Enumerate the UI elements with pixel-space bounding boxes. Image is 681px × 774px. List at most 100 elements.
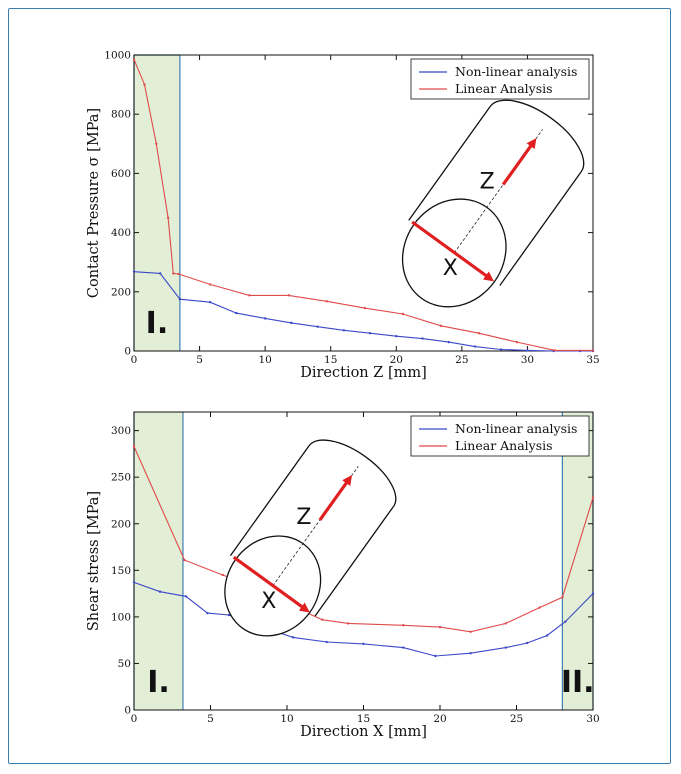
data-point — [438, 625, 442, 629]
y-tick-label: 150 — [111, 565, 131, 577]
y-tick-label: 800 — [111, 109, 131, 121]
data-point — [504, 646, 507, 649]
z-axis-letter: Z — [296, 505, 311, 530]
data-point — [395, 335, 398, 338]
data-point — [591, 349, 595, 352]
plot-frame — [133, 411, 594, 711]
y-axis-label: Contact Pressure σ [MPa] — [86, 108, 102, 298]
legend-box — [410, 415, 590, 457]
cylinder-edge — [499, 171, 582, 286]
data-point — [184, 595, 188, 598]
data-point — [434, 654, 437, 658]
data-point — [402, 646, 405, 649]
x-tick-label: 30 — [586, 713, 599, 725]
x-axis-letter: X — [443, 256, 458, 281]
x-tick-label: 0 — [131, 354, 138, 366]
data-point — [206, 611, 209, 615]
data-point — [526, 641, 529, 645]
data-point — [172, 272, 175, 275]
data-point — [439, 324, 443, 328]
y-tick-label: 50 — [118, 658, 131, 670]
x-axis-label: Direction X [mm] — [300, 724, 427, 740]
data-point — [178, 298, 182, 301]
data-point — [473, 345, 477, 348]
x-axis-label: Direction Z [mm] — [300, 365, 427, 381]
data-point — [526, 349, 529, 352]
legend-entry: Non-linear analysis — [455, 64, 577, 79]
series-line-linear — [133, 446, 594, 633]
data-point — [320, 618, 324, 621]
x-tick-label: 5 — [207, 713, 214, 725]
data-point — [263, 317, 267, 320]
shaded-region-1 — [134, 55, 180, 351]
plot-frame — [133, 54, 594, 352]
data-point — [447, 340, 450, 344]
data-point — [538, 606, 541, 609]
data-point — [402, 624, 405, 627]
data-point — [208, 283, 212, 286]
y-tick-label: 100 — [111, 611, 131, 623]
y-tick-label: 300 — [111, 425, 131, 437]
x-tick-label: 25 — [455, 354, 468, 366]
data-point — [316, 325, 319, 328]
data-point — [362, 642, 365, 646]
data-point — [177, 272, 180, 276]
z-axis-letter: Z — [480, 170, 495, 195]
x-tick-label: 35 — [586, 354, 599, 366]
legend-entry: Non-linear analysis — [455, 421, 577, 436]
x-tick-label: 10 — [258, 354, 271, 366]
data-point — [166, 216, 170, 219]
data-point — [469, 651, 472, 655]
data-point — [469, 630, 472, 633]
region-label: II. — [561, 665, 595, 700]
data-point — [553, 349, 557, 352]
x-tick-label: 15 — [357, 713, 370, 725]
data-point — [591, 496, 595, 499]
data-point — [477, 332, 481, 335]
data-point — [132, 270, 136, 273]
data-point — [401, 312, 405, 316]
y-tick-label: 0 — [124, 705, 131, 717]
data-point — [504, 622, 507, 625]
y-tick-label: 250 — [111, 472, 131, 484]
z-direction-arrow — [318, 475, 353, 521]
x-direction-arrow — [232, 555, 310, 613]
x-direction-arrow — [411, 220, 494, 282]
data-point — [363, 306, 367, 310]
x-axis-letter: X — [261, 589, 276, 614]
shaded-region-1 — [134, 412, 183, 710]
y-tick-label: 0 — [124, 346, 131, 358]
data-point — [500, 348, 503, 351]
data-point — [183, 558, 186, 562]
cylinder-edge — [314, 505, 395, 617]
y-tick-label: 1000 — [104, 50, 131, 62]
legend: Non-linear analysis Linear Analysis — [410, 58, 590, 100]
data-point — [368, 332, 372, 335]
data-point — [143, 83, 146, 86]
shaded-region-2 — [562, 412, 593, 710]
cylinder-edge — [408, 106, 491, 221]
x-tick-label: 5 — [196, 354, 203, 366]
figure-frame — [8, 8, 671, 764]
data-point — [248, 294, 251, 297]
chart-2: I. II.0 5 10 15 20 25 30050100150200250300Direc… — [86, 411, 600, 740]
y-tick-label: 600 — [111, 168, 131, 180]
region-label: I. — [147, 665, 170, 700]
data-point — [325, 300, 328, 303]
legend-entry: Linear Analysis — [455, 81, 553, 96]
data-point — [325, 640, 328, 644]
y-tick-label: 200 — [111, 286, 131, 298]
data-point — [132, 445, 136, 448]
x-tick-label: 20 — [433, 713, 446, 725]
chart-1: I. 0 5 10 15 20 25 30 35 0 200 400 600 800 1000 Directi… — [86, 50, 600, 382]
z-direction-arrow — [501, 138, 537, 186]
data-point — [561, 596, 564, 599]
series-line-nonlinear — [133, 271, 593, 352]
cylinder-inset: ZX — [401, 99, 585, 308]
x-tick-label: 0 — [131, 713, 138, 725]
data-point — [545, 634, 549, 637]
legend: Non-linear analysis Linear Analysis — [410, 415, 590, 457]
data-point — [421, 337, 424, 340]
data-point — [347, 622, 350, 625]
data-point — [132, 581, 136, 584]
